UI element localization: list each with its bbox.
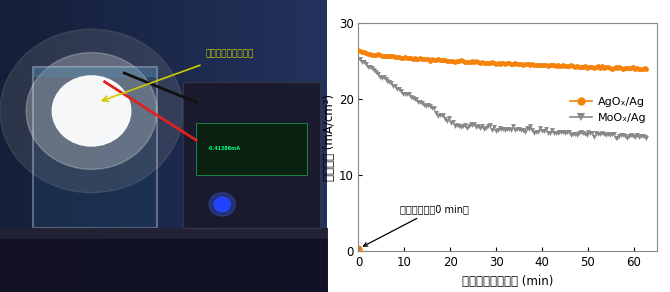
FancyBboxPatch shape xyxy=(33,67,157,228)
Circle shape xyxy=(52,76,131,146)
Legend: AgOₓ/Ag, MoOₓ/Ag: AgOₓ/Ag, MoOₓ/Ag xyxy=(565,93,651,127)
Bar xyxy=(196,123,308,175)
Text: -0.41386mA: -0.41386mA xyxy=(208,146,241,151)
Text: 光入射開始（0 min）: 光入射開始（0 min） xyxy=(364,204,468,246)
Circle shape xyxy=(26,53,157,169)
Bar xyxy=(183,82,320,228)
Text: 超薄型有機太陽電池: 超薄型有機太陽電池 xyxy=(206,49,255,58)
X-axis label: 水中での駆動時間 (min): 水中での駆動時間 (min) xyxy=(462,274,553,288)
Circle shape xyxy=(0,29,183,193)
Circle shape xyxy=(214,197,230,212)
Circle shape xyxy=(209,193,235,216)
Y-axis label: 電流密度 (mA/cm²): 電流密度 (mA/cm²) xyxy=(323,94,336,181)
